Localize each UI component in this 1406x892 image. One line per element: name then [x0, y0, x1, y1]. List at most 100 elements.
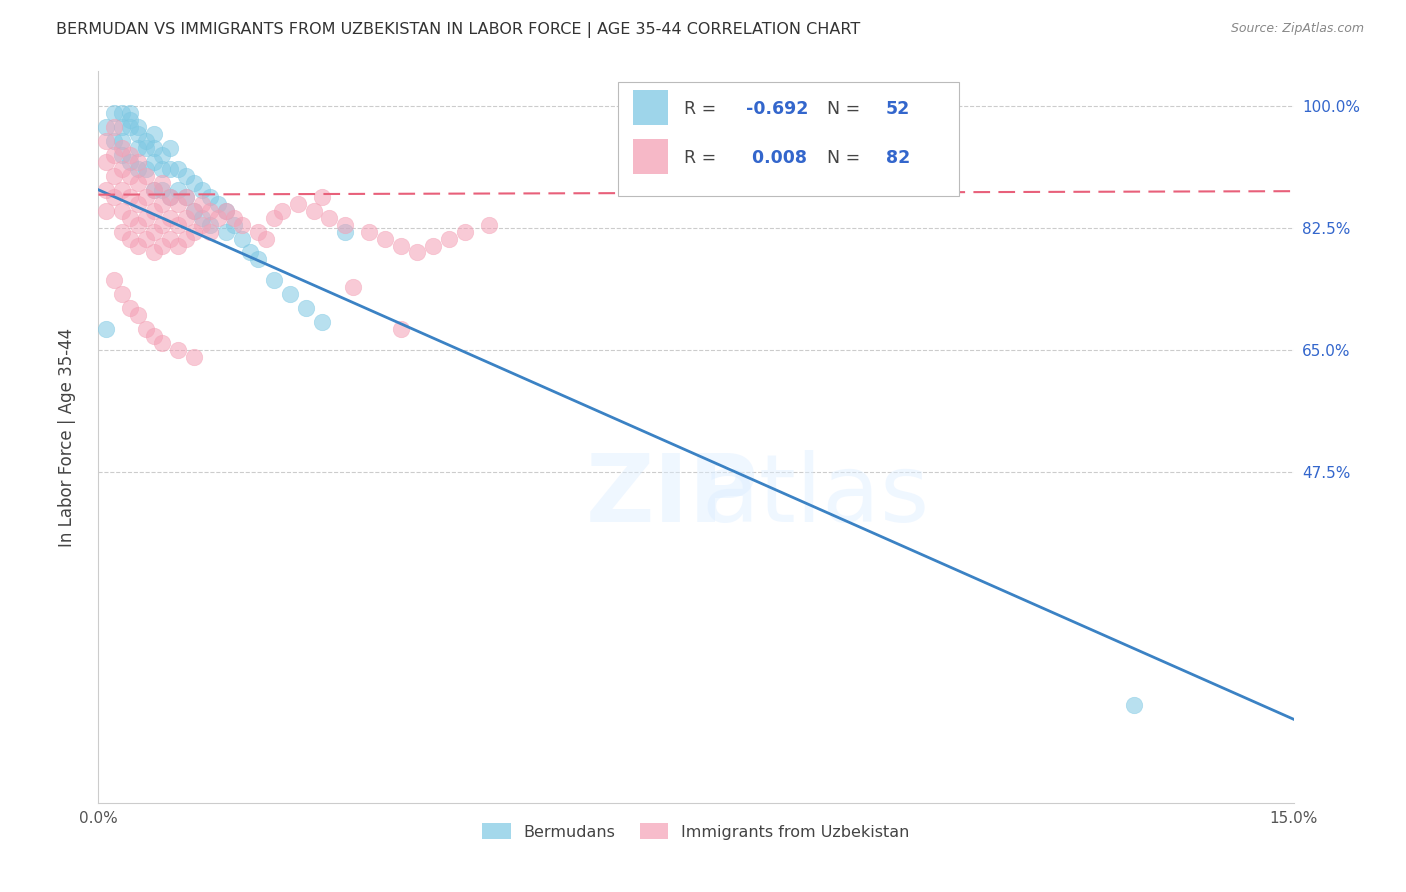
Point	[231, 218, 253, 232]
Point	[150, 336, 173, 351]
Point	[359, 225, 381, 239]
Point	[389, 238, 412, 252]
Point	[239, 245, 262, 260]
Point	[150, 148, 173, 162]
FancyBboxPatch shape	[633, 138, 668, 174]
FancyBboxPatch shape	[619, 82, 959, 195]
Point	[127, 176, 149, 190]
Point	[135, 169, 157, 183]
Point	[120, 155, 142, 169]
Point	[111, 120, 134, 134]
Point	[478, 218, 501, 232]
Point	[374, 231, 396, 245]
Point	[135, 322, 157, 336]
Point	[159, 211, 181, 225]
Point	[311, 190, 333, 204]
Text: N =: N =	[827, 100, 866, 118]
Point	[135, 134, 157, 148]
Point	[254, 231, 277, 245]
Point	[183, 203, 205, 218]
Text: 0.008: 0.008	[747, 149, 807, 167]
Point	[143, 183, 166, 197]
Text: Source: ZipAtlas.com: Source: ZipAtlas.com	[1230, 22, 1364, 36]
Point	[159, 190, 181, 204]
Point	[150, 196, 173, 211]
Point	[198, 218, 221, 232]
Text: atlas: atlas	[702, 450, 929, 541]
Point	[143, 127, 166, 141]
Point	[135, 211, 157, 225]
Point	[96, 322, 118, 336]
Point	[127, 155, 149, 169]
Point	[167, 343, 190, 357]
Point	[143, 183, 166, 197]
Point	[111, 141, 134, 155]
Point	[174, 190, 197, 204]
Text: N =: N =	[827, 149, 866, 167]
Point	[120, 169, 142, 183]
Point	[207, 196, 229, 211]
Point	[167, 218, 190, 232]
Text: 52: 52	[886, 100, 910, 118]
Point	[111, 287, 134, 301]
Point	[127, 196, 149, 211]
Point	[103, 106, 125, 120]
Point	[135, 161, 157, 176]
Point	[103, 120, 125, 134]
Point	[143, 245, 166, 260]
Point	[215, 203, 238, 218]
Point	[143, 329, 166, 343]
Point	[207, 211, 229, 225]
Point	[96, 155, 118, 169]
Point	[191, 196, 214, 211]
FancyBboxPatch shape	[633, 90, 668, 125]
Point	[183, 350, 205, 364]
Point	[111, 134, 134, 148]
Point	[183, 225, 205, 239]
Point	[191, 218, 214, 232]
Point	[150, 183, 173, 197]
Point	[135, 190, 157, 204]
Point	[198, 225, 221, 239]
Point	[103, 169, 125, 183]
Point	[263, 211, 285, 225]
Point	[143, 225, 166, 239]
Point	[127, 161, 149, 176]
Point	[111, 161, 134, 176]
Point	[127, 120, 149, 134]
Point	[174, 211, 197, 225]
Point	[103, 134, 125, 148]
Point	[311, 315, 333, 329]
Text: ZIP: ZIP	[586, 450, 758, 541]
Point	[143, 155, 166, 169]
Point	[103, 190, 125, 204]
Point	[150, 238, 173, 252]
Point	[111, 183, 134, 197]
Point	[111, 225, 134, 239]
Point	[278, 287, 301, 301]
Point	[103, 273, 125, 287]
Text: 82: 82	[886, 149, 910, 167]
Point	[422, 238, 444, 252]
Point	[270, 203, 292, 218]
Point	[120, 190, 142, 204]
Point	[222, 218, 245, 232]
Point	[174, 169, 197, 183]
Point	[437, 231, 460, 245]
Point	[159, 190, 181, 204]
Point	[215, 203, 238, 218]
Point	[167, 183, 190, 197]
Point	[143, 141, 166, 155]
Point	[96, 183, 118, 197]
Point	[103, 148, 125, 162]
Point	[120, 148, 142, 162]
Point	[191, 183, 214, 197]
Point	[246, 252, 269, 267]
Point	[318, 211, 340, 225]
Y-axis label: In Labor Force | Age 35-44: In Labor Force | Age 35-44	[58, 327, 76, 547]
Point	[231, 231, 253, 245]
Point	[294, 301, 316, 316]
Point	[454, 225, 477, 239]
Point	[150, 218, 173, 232]
Point	[120, 106, 142, 120]
